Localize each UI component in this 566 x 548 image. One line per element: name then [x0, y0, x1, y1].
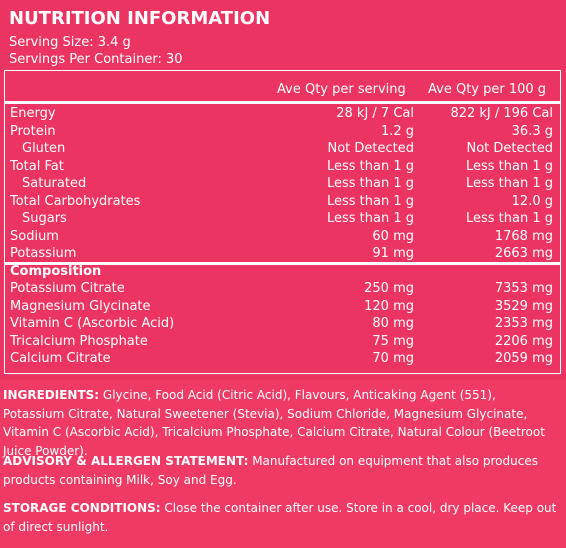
table-row: Protein 1.2 g 36.3 g: [0, 124, 566, 142]
nutrient-label: Sugars: [22, 211, 67, 226]
panel-title: NUTRITION INFORMATION: [9, 8, 271, 29]
nutrient-label: Protein: [10, 123, 56, 139]
servings-per-container: Servings Per Container: 30: [9, 52, 183, 67]
per-serving-value: 80 mg: [372, 316, 414, 331]
per-100g-value: Less than 1 g: [465, 211, 553, 226]
advisory-statement: ADVISORY & ALLERGEN STATEMENT: Manufactu…: [3, 452, 559, 489]
section-heading: Composition: [10, 263, 102, 279]
header-divider: [4, 101, 561, 104]
per-100g-value: Not Detected: [466, 141, 553, 156]
nutrient-label: Sodium: [10, 228, 59, 244]
per-100g-value: 1768 mg: [494, 228, 553, 244]
nutrient-label: Gluten: [22, 141, 66, 156]
per-serving-value: Less than 1 g: [326, 176, 414, 191]
per-serving-value: Less than 1 g: [326, 211, 414, 226]
per-serving-value: 60 mg: [372, 228, 414, 244]
per-100g-value: 2206 mg: [494, 333, 553, 349]
advisory-text: Manufactured on equipment that also prod…: [3, 454, 538, 487]
per-100g-value: 36.3 g: [511, 123, 553, 139]
header-per-100g: Ave Qty per 100 g: [428, 82, 547, 97]
nutrient-label: Tricalcium Phosphate: [10, 333, 148, 349]
table-row: Sugars Less than 1 g Less than 1 g: [0, 211, 566, 229]
per-serving-value: 1.2 g: [380, 123, 414, 139]
ingredients-heading: INGREDIENTS:: [3, 388, 100, 402]
per-serving-value: 28 kJ / 7 Cal: [336, 106, 414, 121]
table-row: Calcium Citrate 70 mg 2059 mg: [0, 351, 566, 369]
per-serving-value: Less than 1 g: [326, 193, 414, 209]
per-100g-value: 2663 mg: [494, 246, 553, 261]
per-100g-value: 2353 mg: [494, 316, 553, 331]
storage-heading: STORAGE CONDITIONS:: [3, 501, 161, 515]
table-row: Magnesium Glycinate 120 mg 3529 mg: [0, 299, 566, 317]
table-row: Sodium 60 mg 1768 mg: [0, 229, 566, 247]
table-row: Vitamin C (Ascorbic Acid) 80 mg 2353 mg: [0, 316, 566, 334]
per-100g-value: 2059 mg: [494, 351, 553, 366]
table-row: Total Carbohydrates Less than 1 g 12.0 g: [0, 194, 566, 212]
nutrient-label: Saturated: [22, 176, 87, 191]
nutrient-label: Energy: [10, 106, 56, 121]
ingredients-statement: INGREDIENTS: Glycine, Food Acid (Citric …: [3, 386, 559, 460]
nutrient-label: Potassium: [10, 246, 77, 261]
nutrition-table: [4, 70, 561, 374]
per-serving-value: 75 mg: [372, 333, 414, 349]
per-serving-value: Less than 1 g: [326, 158, 414, 174]
per-100g-value: 12.0 g: [511, 193, 553, 209]
per-100g-value: Less than 1 g: [465, 158, 553, 174]
nutrient-label: Total Carbohydrates: [10, 193, 141, 209]
per-serving-value: 70 mg: [372, 351, 414, 366]
per-serving-value: Not Detected: [327, 141, 414, 156]
table-row: Potassium Citrate 250 mg 7353 mg: [0, 281, 566, 299]
nutrient-label: Calcium Citrate: [10, 351, 111, 366]
per-100g-value: 3529 mg: [494, 298, 553, 314]
nutrient-label: Potassium Citrate: [10, 281, 125, 296]
per-100g-value: Less than 1 g: [465, 176, 553, 191]
nutrient-label: Vitamin C (Ascorbic Acid): [10, 316, 175, 331]
per-serving-value: 120 mg: [364, 298, 414, 314]
storage-text: Close the container after use. Store in …: [3, 501, 557, 534]
table-row: Gluten Not Detected Not Detected: [0, 141, 566, 159]
nutrition-panel: [0, 0, 566, 380]
composition-divider: [4, 261, 561, 265]
table-row: Composition: [0, 264, 566, 282]
per-100g-value: 822 kJ / 196 Cal: [450, 106, 553, 121]
nutrient-label: Magnesium Glycinate: [10, 298, 151, 314]
table-row: Tricalcium Phosphate 75 mg 2206 mg: [0, 334, 566, 352]
advisory-heading: ADVISORY & ALLERGEN STATEMENT:: [3, 454, 249, 468]
per-serving-value: 250 mg: [364, 281, 414, 296]
table-row: Energy 28 kJ / 7 Cal 822 kJ / 196 Cal: [0, 106, 566, 124]
per-serving-value: 91 mg: [372, 246, 414, 261]
table-row: Potassium 91 mg 2663 mg: [0, 246, 566, 264]
ingredients-text: Glycine, Food Acid (Citric Acid), Flavou…: [3, 388, 545, 458]
serving-size: Serving Size: 3.4 g: [9, 35, 131, 50]
header-per-serving: Ave Qty per serving: [277, 82, 406, 97]
table-row: Total Fat Less than 1 g Less than 1 g: [0, 159, 566, 177]
per-100g-value: 7353 mg: [494, 281, 553, 296]
nutrient-label: Total Fat: [10, 158, 64, 174]
table-row: Saturated Less than 1 g Less than 1 g: [0, 176, 566, 194]
storage-statement: STORAGE CONDITIONS: Close the container …: [3, 499, 559, 536]
